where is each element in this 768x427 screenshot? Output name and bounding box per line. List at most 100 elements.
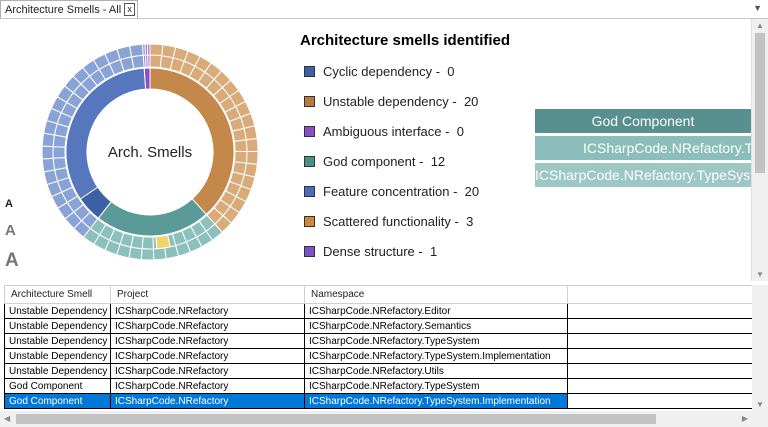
tab-title: Architecture Smells - All [5, 3, 122, 16]
table-cell: ICSharpCode.NRefactory.TypeSystem.Implem… [304, 393, 568, 409]
legend-separator: - [448, 94, 464, 109]
chevron-down-icon[interactable]: ▼ [753, 3, 762, 13]
vertical-scrollbar[interactable]: ▲ ▼ [751, 19, 768, 281]
legend-label: Cyclic dependency [323, 64, 433, 79]
chart-segment-cell[interactable] [243, 125, 258, 141]
breadcrumb-item[interactable]: ICSharpCode.NRefactory.TypeSystem [535, 163, 751, 187]
chart-segment-cell[interactable] [141, 236, 154, 250]
table-cell-filler [567, 363, 752, 379]
legend-label: Feature concentration [323, 184, 450, 199]
chart-segment-cell[interactable] [233, 139, 248, 153]
chart-segment-cell[interactable] [140, 248, 155, 261]
chart-segment-cell[interactable] [41, 145, 54, 160]
chart-segment-cell[interactable] [149, 43, 164, 57]
table-row[interactable]: Unstable Dependency ICSharpCode.NRefactor… [4, 303, 752, 319]
font-size-large-button[interactable]: A [5, 250, 19, 271]
legend-item: Dense structure - 1 [304, 244, 437, 259]
legend-count: 0 [447, 64, 455, 79]
table-cell: God Component [4, 393, 111, 409]
table-cell: Unstable Dependency [4, 348, 111, 364]
table-vertical-scrollbar[interactable]: ▼ [752, 285, 768, 411]
horizontal-scrollbar[interactable]: ◀ ▶ [0, 411, 752, 427]
chart-segment-highlight[interactable] [155, 234, 171, 250]
chart-title: Architecture smells identified [300, 32, 511, 49]
legend-item: Ambiguous interface - 0 [304, 124, 464, 139]
table-cell: ICSharpCode.NRefactory [110, 378, 305, 394]
scrollbar-thumb[interactable] [16, 414, 656, 424]
table-row[interactable]: God Component ICSharpCode.NRefactory ICSha… [4, 378, 752, 394]
table-cell-filler [567, 378, 752, 394]
table-cell: ICSharpCode.NRefactory.TypeSystem [304, 333, 568, 349]
legend-swatch [304, 66, 315, 77]
close-icon[interactable]: x [124, 3, 136, 16]
chart-segment-cell[interactable] [245, 150, 259, 165]
table-cell: ICSharpCode.NRefactory [110, 363, 305, 379]
legend-label: Ambiguous interface [323, 124, 442, 139]
chart-segment-cell[interactable] [43, 169, 59, 186]
column-header-namespace[interactable]: Namespace [304, 285, 568, 304]
legend-separator: - [450, 214, 467, 229]
table-cell: God Component [4, 378, 111, 394]
chart-segment-cell[interactable] [233, 150, 248, 164]
legend-separator: - [449, 184, 465, 199]
table-cell: ICSharpCode.NRefactory.TypeSystem.Implem… [304, 348, 568, 364]
table-cell-filler [567, 393, 752, 409]
sunburst-chart[interactable]: Arch. Smells [40, 42, 260, 262]
chart-center-label: Arch. Smells [108, 144, 192, 161]
table-row[interactable]: Unstable Dependency ICSharpCode.NRefactor… [4, 318, 752, 334]
table-cell: ICSharpCode.NRefactory.Utils [304, 363, 568, 379]
chart-center [87, 89, 213, 215]
legend-count: 0 [456, 124, 464, 139]
legend-swatch [304, 216, 315, 227]
column-header-architecture-smell[interactable]: Architecture Smell [4, 285, 111, 304]
table-row[interactable]: God Component ICSharpCode.NRefactory ICSha… [4, 393, 752, 409]
table-cell-filler [567, 348, 752, 364]
breadcrumb-item[interactable]: ICSharpCode.NRefactory.TypeSystem [535, 136, 751, 160]
chart-segment-cell[interactable] [245, 137, 259, 152]
tab-bar: Architecture Smells - All x ▼ [0, 0, 768, 19]
legend-label: Dense structure [323, 244, 415, 259]
chart-segment-cell[interactable] [152, 247, 167, 261]
legend-item: Feature concentration - 20 [304, 184, 479, 199]
legend-separator: - [415, 154, 431, 169]
breadcrumb-item[interactable]: God Component [535, 109, 751, 133]
table-cell: ICSharpCode.NRefactory [110, 333, 305, 349]
legend-swatch [304, 126, 315, 137]
legend-label: Scattered functionality [323, 214, 451, 229]
legend-item: Unstable dependency - 20 [304, 94, 478, 109]
chart-segment-cell[interactable] [52, 146, 66, 159]
scroll-down-icon[interactable]: ▼ [756, 270, 764, 279]
table-row[interactable]: Unstable Dependency ICSharpCode.NRefactor… [4, 363, 752, 379]
legend-count: 20 [464, 184, 480, 199]
table-row[interactable]: Unstable Dependency ICSharpCode.NRefactor… [4, 348, 752, 364]
table-row[interactable]: Unstable Dependency ICSharpCode.NRefactor… [4, 333, 752, 349]
legend-label: God component [323, 154, 416, 169]
scrollbar-thumb[interactable] [755, 33, 765, 173]
scroll-left-icon[interactable]: ◀ [4, 414, 11, 423]
scroll-right-icon[interactable]: ▶ [741, 414, 748, 423]
legend-item: Cyclic dependency - 0 [304, 64, 455, 79]
table-cell: ICSharpCode.NRefactory [110, 348, 305, 364]
legend-item: God component - 12 [304, 154, 445, 169]
font-size-small-button[interactable]: A [5, 198, 13, 210]
chart-segment-cell[interactable] [131, 54, 145, 70]
tab-architecture-smells[interactable]: Architecture Smells - All x [0, 0, 139, 18]
chart-segment-cell[interactable] [116, 45, 133, 61]
chart-segment-cell[interactable] [52, 156, 68, 171]
table-cell-filler [567, 318, 752, 334]
scroll-up-icon[interactable]: ▲ [756, 21, 764, 30]
table-cell-filler [567, 333, 752, 349]
table-cell: Unstable Dependency [4, 333, 111, 349]
smells-table: Architecture Smell Project Namespace Uns… [4, 285, 752, 411]
column-header-filler [567, 285, 752, 304]
legend-swatch [304, 186, 315, 197]
legend-count: 1 [429, 244, 438, 259]
chart-segment-cell[interactable] [41, 157, 56, 173]
chart-segment-cell[interactable] [128, 43, 144, 58]
legend-separator: - [432, 64, 448, 79]
scroll-down-icon[interactable]: ▼ [756, 400, 764, 409]
column-header-project[interactable]: Project [110, 285, 305, 304]
chart-segment-cell[interactable] [149, 54, 163, 69]
legend-count: 20 [463, 94, 479, 109]
font-size-medium-button[interactable]: A [5, 222, 16, 239]
